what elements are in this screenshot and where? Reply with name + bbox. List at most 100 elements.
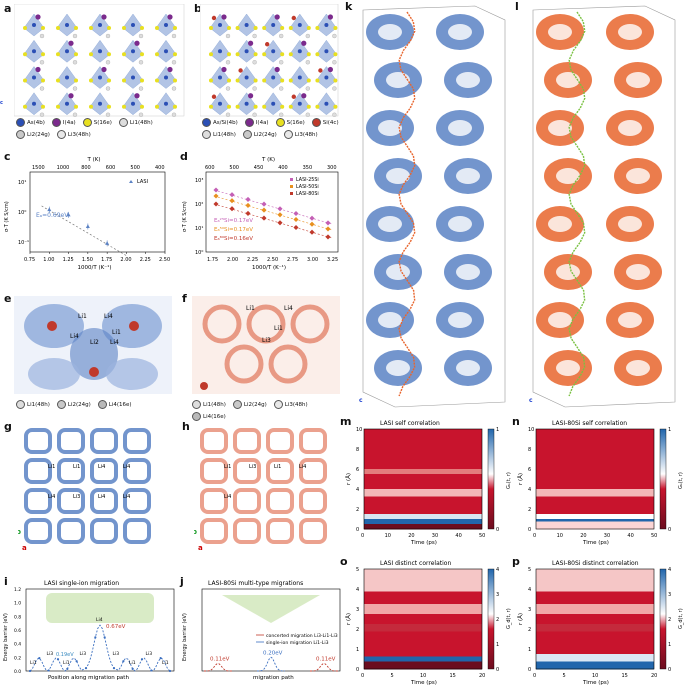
atom bbox=[235, 52, 240, 57]
atom bbox=[305, 33, 310, 39]
top-tick-label: 800 bbox=[81, 165, 91, 171]
heatmap-band bbox=[536, 604, 654, 607]
heatmap-band bbox=[364, 494, 482, 497]
top-tick-label: 1500 bbox=[32, 165, 45, 171]
atom bbox=[138, 86, 144, 91]
atom bbox=[271, 101, 276, 106]
panel-label-i: i bbox=[4, 575, 8, 588]
atom bbox=[72, 112, 78, 117]
isosurface-hole bbox=[448, 216, 472, 232]
atom bbox=[235, 104, 240, 109]
atom bbox=[101, 14, 107, 20]
x-axis-label: migration path bbox=[253, 675, 294, 681]
channel-ring bbox=[57, 518, 85, 544]
legend-marker bbox=[290, 185, 293, 188]
channel-ring bbox=[24, 488, 52, 514]
atom bbox=[164, 75, 168, 80]
atom bbox=[333, 104, 338, 109]
y-tick-label: 0.0 bbox=[14, 669, 21, 675]
heatmap-band bbox=[364, 599, 482, 602]
heatmap-band bbox=[364, 521, 482, 525]
heatmap-band bbox=[536, 616, 654, 620]
atom bbox=[291, 15, 296, 21]
x-tick-label: 10 bbox=[385, 533, 391, 539]
panel-label-h: h bbox=[182, 420, 190, 433]
panel-label-p: p bbox=[512, 555, 520, 568]
heatmap-band bbox=[364, 601, 482, 605]
channel-ring bbox=[123, 488, 151, 514]
plot-frame bbox=[535, 568, 655, 670]
site-label: Li4 bbox=[48, 494, 55, 500]
site-label: Li3 bbox=[249, 464, 256, 470]
atom bbox=[221, 14, 227, 20]
isosurface-f: Li1 Li3 Li4 Li1 bbox=[192, 296, 340, 394]
channel-ring bbox=[299, 488, 327, 514]
x-tick-label: 0 bbox=[361, 533, 364, 539]
heatmap-band bbox=[364, 609, 482, 612]
atom bbox=[56, 104, 60, 109]
y-tick-label: 1 bbox=[528, 647, 531, 653]
atom bbox=[211, 94, 217, 99]
y-tick-label: 10¹ bbox=[195, 226, 203, 232]
y-axis-label: r (Å) bbox=[345, 613, 352, 625]
y-tick-label: 0 bbox=[528, 527, 531, 533]
atom bbox=[248, 40, 254, 46]
colorbar-tick-label: 2 bbox=[668, 617, 671, 623]
atom bbox=[253, 52, 258, 57]
y-tick-label: 8 bbox=[356, 447, 359, 453]
heatmap-band bbox=[536, 439, 654, 442]
x-tick-label: 40 bbox=[455, 533, 461, 539]
heatmap-band bbox=[364, 444, 482, 447]
crystal-structure-b bbox=[200, 4, 339, 117]
channel-ring bbox=[233, 518, 261, 544]
atom bbox=[56, 78, 60, 83]
atom bbox=[218, 75, 222, 80]
y-tick-label: 2 bbox=[528, 507, 531, 513]
atom bbox=[297, 101, 302, 106]
data-point bbox=[75, 660, 78, 663]
panel-j: j LASI-80Si multi-type migrations migrati… bbox=[180, 575, 345, 695]
x-tick-label: 30 bbox=[432, 533, 438, 539]
data-point bbox=[28, 669, 32, 673]
colorbar bbox=[487, 568, 495, 670]
atom bbox=[209, 26, 213, 30]
atom bbox=[155, 78, 159, 83]
channel-ring bbox=[233, 488, 261, 514]
colorbar-tick-label: 1 bbox=[668, 642, 671, 648]
x-tick-label: 1.25 bbox=[63, 257, 74, 263]
top-axis-label: T (K) bbox=[261, 157, 275, 163]
y-tick-label: 2 bbox=[528, 627, 531, 633]
heatmap-band bbox=[536, 444, 654, 447]
heatmap-band bbox=[364, 471, 482, 475]
y-tick-label: 0.4 bbox=[14, 642, 21, 648]
heatmap-band bbox=[364, 649, 482, 652]
isosurface-hole bbox=[378, 216, 402, 232]
li3-atom-icon bbox=[273, 400, 283, 409]
heatmap-band bbox=[364, 569, 482, 572]
atom bbox=[131, 75, 135, 80]
panel-h: h Li1 Li3 Li1 Li4 Li4 a b bbox=[180, 420, 345, 575]
channel-ring bbox=[57, 488, 85, 514]
heatmap-band bbox=[536, 601, 654, 605]
atom bbox=[209, 52, 213, 57]
heatmap-band bbox=[536, 461, 654, 465]
heatmap-band bbox=[536, 644, 654, 647]
heatmap-band bbox=[536, 664, 654, 667]
atom bbox=[65, 101, 69, 106]
atom bbox=[218, 49, 222, 54]
atom bbox=[209, 78, 213, 83]
site-label: Li4 bbox=[224, 494, 231, 500]
data-point bbox=[168, 669, 172, 673]
heatmap-band bbox=[364, 434, 482, 437]
atom bbox=[288, 78, 293, 83]
legend-label: single-ion migration Li1-Li3 bbox=[266, 640, 329, 646]
panel-label-l: l bbox=[515, 0, 519, 13]
atom bbox=[167, 14, 173, 20]
panel-label-o: o bbox=[340, 555, 348, 568]
data-point bbox=[325, 234, 331, 240]
heatmap-band bbox=[536, 571, 654, 575]
atom bbox=[89, 52, 93, 57]
heatmap-band bbox=[364, 656, 482, 660]
